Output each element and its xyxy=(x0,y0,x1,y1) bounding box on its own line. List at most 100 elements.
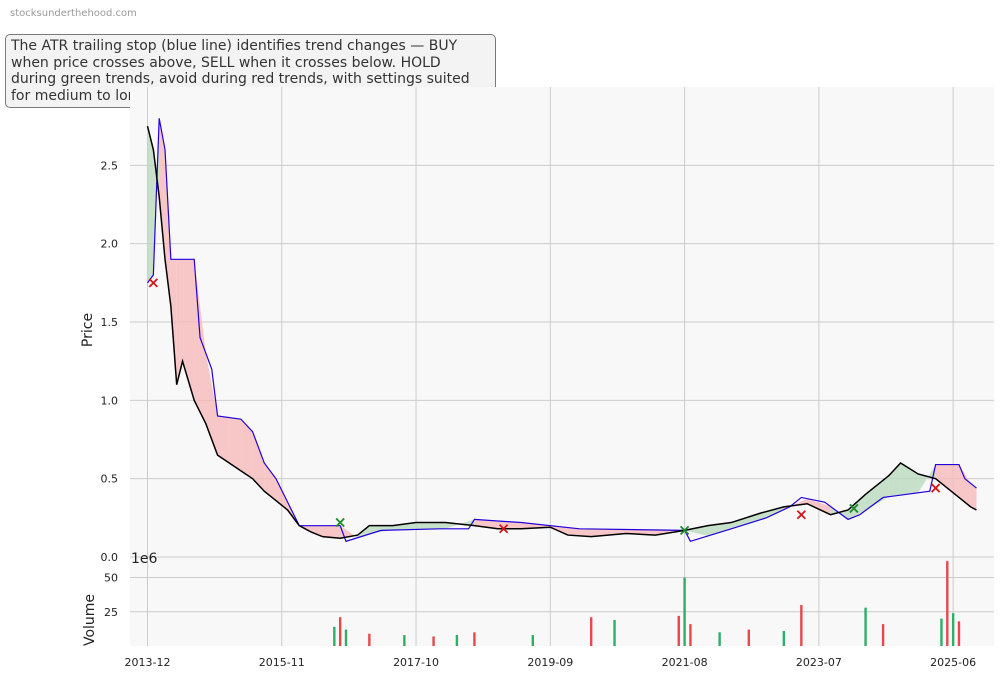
volume-tick-label: 25 xyxy=(104,606,118,619)
volume-bar xyxy=(432,636,435,646)
sell-marker-stroke xyxy=(930,483,941,493)
volume-bar xyxy=(455,635,459,646)
volume-bar xyxy=(864,607,867,646)
volume-bars xyxy=(333,561,961,646)
price-tick-label: 0.5 xyxy=(101,473,119,486)
bear-fill xyxy=(217,416,230,463)
bull-fill xyxy=(918,464,936,493)
axis-labels: 2013-12 2015-11 2017-10 2019-09 2021-08 2023-… xyxy=(101,159,977,669)
bull-fill xyxy=(865,475,889,511)
volume-bar xyxy=(344,629,348,646)
bear-fill xyxy=(170,259,177,385)
volume-bar xyxy=(403,635,406,646)
bear-fill xyxy=(497,520,522,529)
volume-bar xyxy=(589,617,593,646)
x-tick-label: 2019-09 xyxy=(527,656,573,669)
x-tick-label: 2017-10 xyxy=(393,656,439,669)
buy-marker xyxy=(335,517,345,528)
price-tick-label: 2.5 xyxy=(101,159,119,172)
buy-marker-stroke xyxy=(849,503,859,514)
price-tick-label: 1.5 xyxy=(101,316,119,329)
trade-signals xyxy=(148,278,941,536)
sell-marker-stroke xyxy=(796,510,806,520)
x-tick-label: 2025-06 xyxy=(930,656,976,669)
price-axis-label: Price xyxy=(80,313,96,347)
sell-marker-stroke xyxy=(498,524,509,534)
volume-bar xyxy=(957,621,961,646)
volume-bar xyxy=(800,604,803,646)
bear-fill xyxy=(591,528,627,537)
price-line xyxy=(146,125,977,539)
bull-fill xyxy=(147,126,154,283)
bull-fill xyxy=(445,519,475,529)
volume-bar xyxy=(368,633,371,646)
bear-fill xyxy=(252,431,265,492)
buy-marker xyxy=(679,525,690,536)
x-tick-label: 2021-08 xyxy=(662,656,708,669)
price-tick-label: 2.0 xyxy=(101,238,119,251)
bear-fill xyxy=(340,525,358,539)
volume-bar xyxy=(531,635,535,646)
volume-bar xyxy=(689,624,692,646)
volume-bar xyxy=(747,629,751,646)
bear-fill xyxy=(159,118,166,260)
bear-fill xyxy=(182,259,195,401)
sell-marker xyxy=(148,278,158,288)
volume-bar xyxy=(951,613,955,646)
volume-unit-label: 1e6 xyxy=(131,551,158,567)
watermark: stocksunderthehood.com xyxy=(10,8,137,19)
atr-stop-line xyxy=(147,118,977,543)
bear-fill xyxy=(322,525,341,539)
volume-tick-label: 50 xyxy=(104,572,118,585)
bull-fill xyxy=(392,522,417,531)
volume-bar xyxy=(881,624,885,646)
sell-marker xyxy=(930,483,941,493)
volume-bar xyxy=(782,630,786,646)
x-tick-label: 2013-12 xyxy=(125,656,171,669)
bear-fill xyxy=(474,519,498,529)
volume-bar xyxy=(613,619,616,646)
bull-fill xyxy=(888,463,901,497)
bear-fill xyxy=(176,259,183,385)
volume-bar xyxy=(333,626,336,646)
bear-fill xyxy=(567,527,592,537)
bull-fill xyxy=(684,525,708,536)
sell-marker-stroke xyxy=(148,278,158,288)
bear-fill xyxy=(947,464,959,498)
bear-fill xyxy=(310,525,323,537)
buy-marker xyxy=(849,503,859,514)
volume-bar xyxy=(940,618,943,646)
price-tick-label: 1.0 xyxy=(101,394,119,407)
volume-axis-label: Volume xyxy=(82,594,98,646)
price-tick-label: 0.0 xyxy=(101,551,119,564)
bear-fill xyxy=(229,417,241,471)
bear-fill xyxy=(240,419,253,479)
volume-bar xyxy=(677,615,680,646)
bull-fill xyxy=(707,522,732,536)
bull-fill xyxy=(848,494,866,520)
volume-bar xyxy=(473,632,476,646)
bull-fill xyxy=(416,522,446,530)
volume-bar xyxy=(683,577,686,646)
volume-bar xyxy=(946,561,949,646)
sell-marker xyxy=(498,524,509,534)
volume-bar xyxy=(718,632,721,646)
bear-fill xyxy=(264,463,276,501)
bear-fill xyxy=(807,498,831,515)
buy-marker-stroke xyxy=(335,517,345,528)
bull-fill xyxy=(760,506,784,520)
volume-bar xyxy=(338,617,342,646)
bear-fill xyxy=(970,483,977,510)
x-tick-label: 2023-07 xyxy=(796,656,842,669)
trend-fills xyxy=(147,118,977,539)
bear-fill xyxy=(958,464,971,507)
series-lines xyxy=(146,118,977,543)
buy-marker-stroke xyxy=(679,525,690,536)
bull-fill xyxy=(900,463,919,496)
x-tick-label: 2015-11 xyxy=(259,656,305,669)
sell-marker xyxy=(796,510,806,520)
bull-fill xyxy=(731,513,761,529)
bear-fill xyxy=(935,464,948,489)
volume-plot-area xyxy=(130,557,994,646)
